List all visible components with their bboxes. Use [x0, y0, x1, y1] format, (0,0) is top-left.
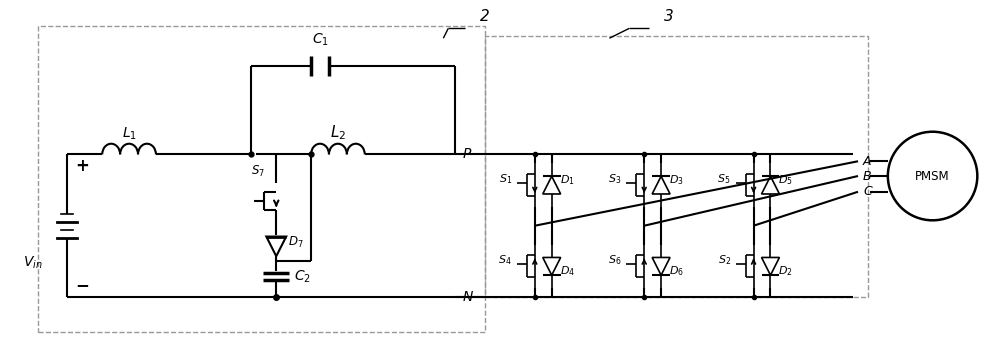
Text: 2: 2 — [480, 10, 490, 24]
Text: $S_6$: $S_6$ — [608, 253, 621, 267]
Bar — [38, 27, 485, 332]
Text: A: A — [863, 155, 871, 168]
Text: $S_7$: $S_7$ — [251, 164, 265, 179]
Text: $S_1$: $S_1$ — [499, 172, 512, 185]
Text: $S_3$: $S_3$ — [608, 172, 621, 185]
Text: $D_1$: $D_1$ — [560, 173, 574, 187]
Text: P: P — [462, 147, 471, 161]
Text: PMSM: PMSM — [915, 170, 950, 183]
Text: $D_6$: $D_6$ — [669, 264, 684, 278]
Text: +: + — [75, 157, 89, 175]
Text: $S_5$: $S_5$ — [717, 172, 731, 185]
Text: B: B — [863, 170, 872, 183]
Text: $L_1$: $L_1$ — [122, 125, 137, 142]
Text: $V_{in}$: $V_{in}$ — [23, 255, 42, 271]
Text: $D_4$: $D_4$ — [560, 264, 575, 278]
Text: $S_4$: $S_4$ — [498, 253, 512, 267]
Text: $D_2$: $D_2$ — [778, 264, 793, 278]
Text: $D_7$: $D_7$ — [288, 235, 304, 250]
Text: N: N — [462, 290, 473, 304]
Text: 3: 3 — [664, 10, 674, 24]
Text: $D_5$: $D_5$ — [778, 173, 793, 187]
Text: C: C — [863, 185, 872, 198]
Bar — [485, 36, 868, 297]
Text: $C_2$: $C_2$ — [294, 269, 311, 285]
Text: $S_2$: $S_2$ — [718, 253, 731, 267]
Text: $L_2$: $L_2$ — [330, 123, 346, 142]
Text: $D_3$: $D_3$ — [669, 173, 684, 187]
Text: $C_1$: $C_1$ — [312, 32, 328, 48]
Text: −: − — [75, 276, 89, 294]
